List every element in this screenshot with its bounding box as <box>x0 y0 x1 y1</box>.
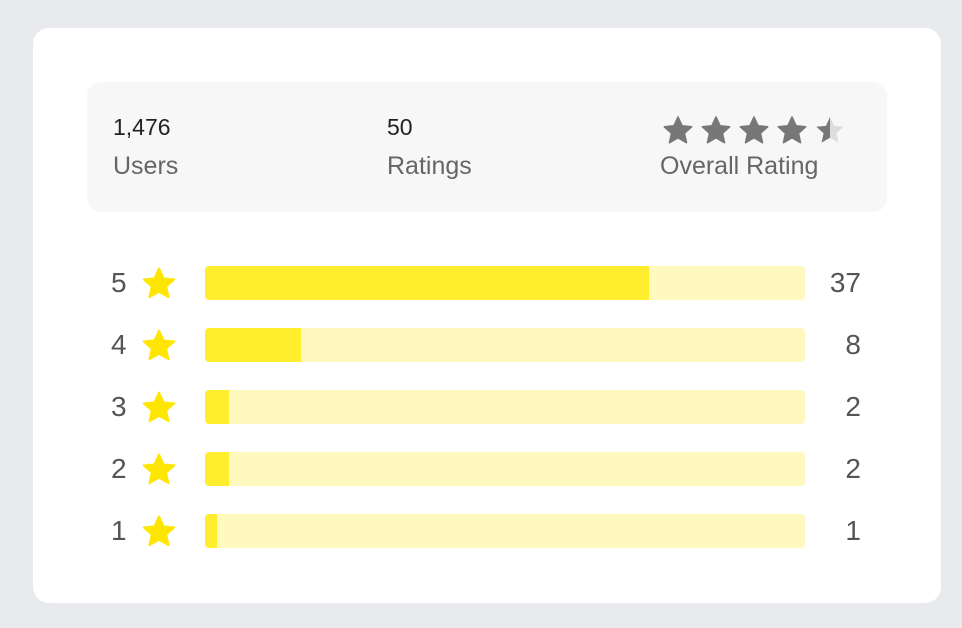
star-icon <box>736 114 772 146</box>
rating-row-stars-label: 5 <box>111 267 127 298</box>
rating-row-stars-label: 2 <box>111 453 127 484</box>
rating-bar-fill <box>205 328 301 362</box>
star-icon <box>774 114 810 146</box>
rating-bar-track <box>205 266 805 300</box>
rating-row-stars-label: 3 <box>111 391 127 422</box>
overall-rating-stars <box>660 114 848 146</box>
rating-bar-track <box>205 328 805 362</box>
rating-bar-track <box>205 452 805 486</box>
rating-row-stars-label: 1 <box>111 515 127 546</box>
rating-row-count: 2 <box>845 453 861 484</box>
star-icon <box>140 513 178 549</box>
rating-row-5: 5 37 <box>33 265 941 301</box>
rating-row-stars-label: 4 <box>111 329 127 360</box>
rating-bar-fill <box>205 390 229 424</box>
rating-row-count: 2 <box>845 391 861 422</box>
star-icon <box>660 114 696 146</box>
star-icon <box>140 327 178 363</box>
star-icon <box>698 114 734 146</box>
ratings-count: 50 <box>387 114 413 140</box>
rating-bar-fill <box>205 514 217 548</box>
ratings-card: 1,476 Users 50 Ratings Overall Rating 5 3… <box>33 28 941 603</box>
users-count: 1,476 <box>113 114 171 140</box>
star-icon <box>140 265 178 301</box>
ratings-label: Ratings <box>387 152 472 180</box>
rating-bar-fill <box>205 266 649 300</box>
star-icon <box>140 389 178 425</box>
overall-rating-label: Overall Rating <box>660 152 819 180</box>
rating-row-count: 37 <box>829 267 861 298</box>
rating-bar-fill <box>205 452 229 486</box>
star-icon <box>140 451 178 487</box>
rating-row-count: 1 <box>845 515 861 546</box>
star-icon <box>812 114 848 146</box>
rating-bar-track <box>205 514 805 548</box>
users-label: Users <box>113 152 179 180</box>
ratings-summary: 1,476 Users 50 Ratings Overall Rating <box>87 82 887 212</box>
rating-row-count: 8 <box>845 329 861 360</box>
rating-bar-track <box>205 390 805 424</box>
